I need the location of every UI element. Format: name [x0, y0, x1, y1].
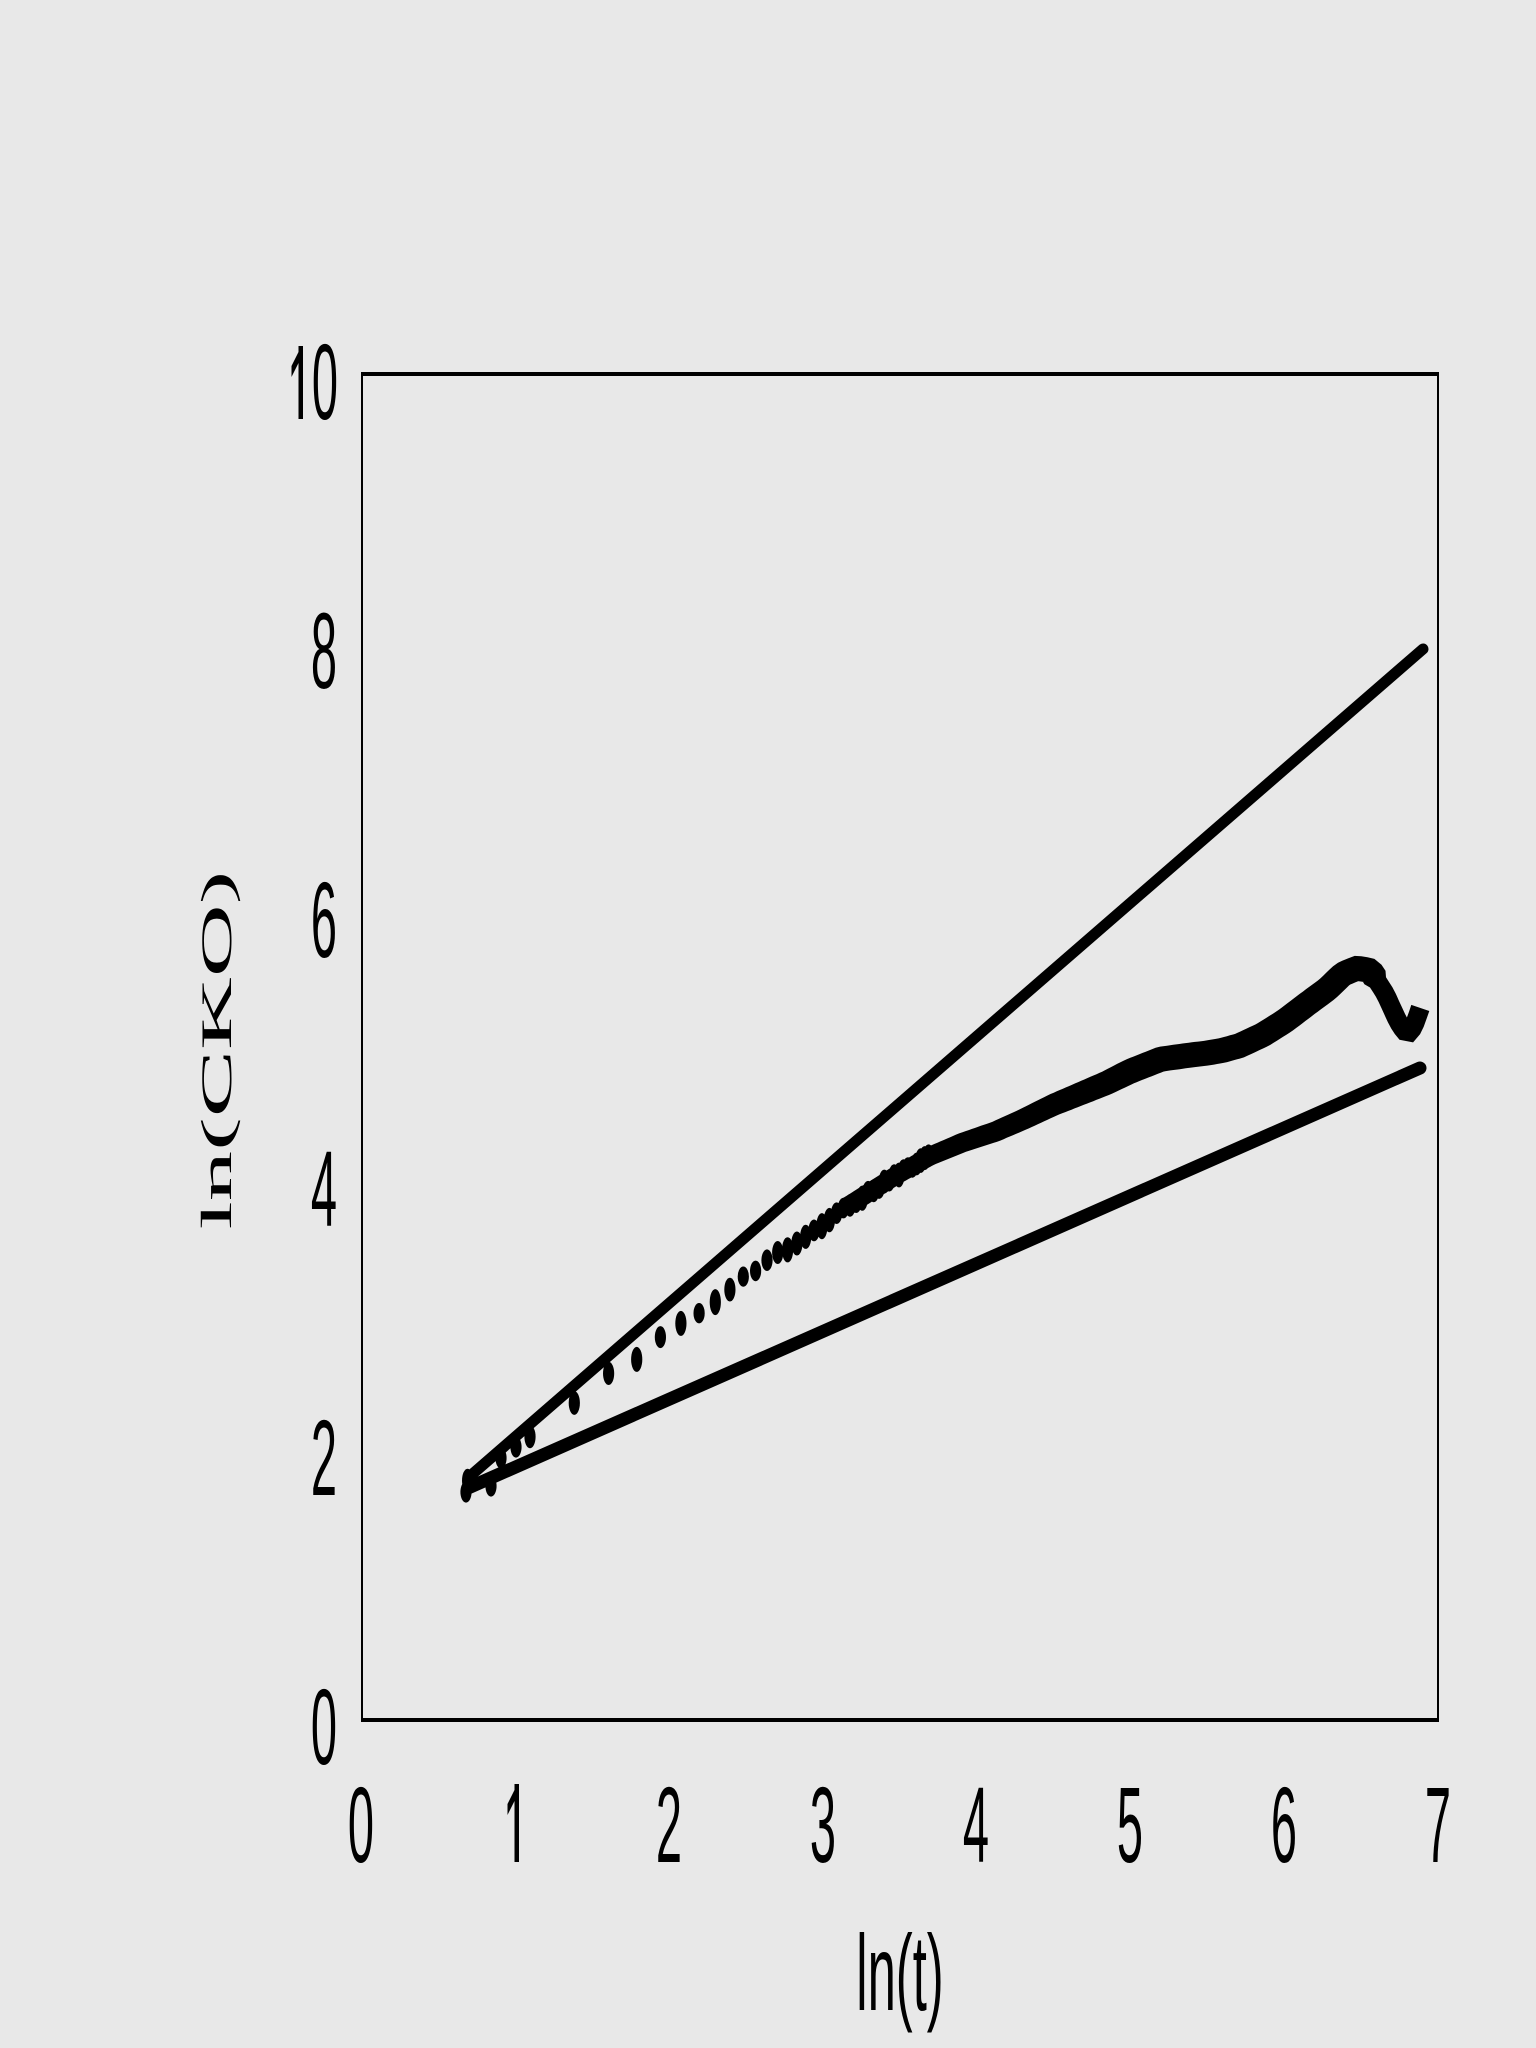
svg-text:2: 2 [311, 1398, 337, 1519]
svg-text:ln(t): ln(t) [856, 1913, 943, 2033]
svg-text:0: 0 [312, 322, 338, 443]
svg-text:5: 5 [1117, 1765, 1143, 1886]
svg-text:0: 0 [348, 1765, 374, 1886]
svg-text:2: 2 [656, 1765, 682, 1886]
svg-text:4: 4 [311, 1129, 337, 1250]
svg-text:7: 7 [1425, 1765, 1451, 1886]
svg-text:0: 0 [311, 1667, 337, 1788]
svg-text:3: 3 [810, 1765, 836, 1886]
svg-text:4: 4 [963, 1765, 989, 1886]
svg-text:6: 6 [311, 860, 337, 981]
svg-text:8: 8 [311, 591, 337, 712]
svg-text:ln(CKO): ln(CKO) [193, 871, 241, 1230]
svg-text:6: 6 [1271, 1765, 1297, 1886]
